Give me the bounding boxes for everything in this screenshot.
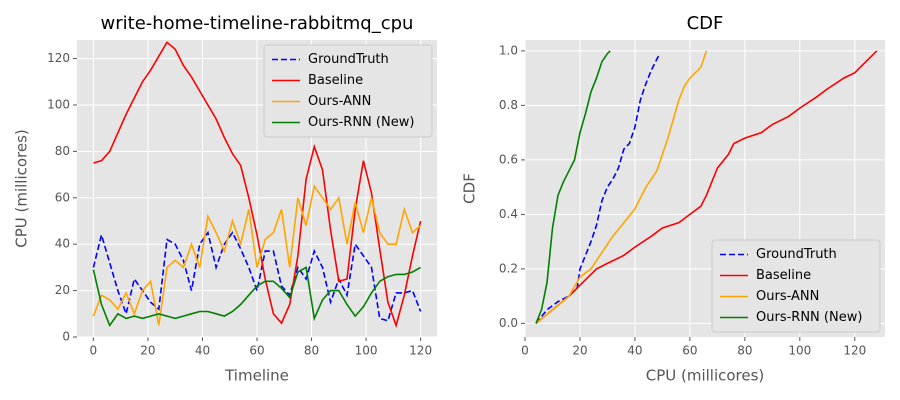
series-line (535, 50, 708, 325)
x-tick-label: 0 (521, 344, 529, 358)
legend: GroundTruth Baseline Ours-ANN Ours-RNN (New… (711, 239, 881, 333)
x-axis-label: Timeline (224, 367, 289, 385)
x-tick-label: 100 (355, 344, 378, 358)
x-tick-label: 120 (409, 344, 432, 358)
y-tick-label: 40 (55, 237, 70, 251)
legend-label: Ours-ANN (308, 94, 371, 109)
x-tick-label: 100 (788, 344, 811, 358)
y-tick-label: 120 (47, 51, 70, 65)
legend-box (711, 239, 881, 333)
y-tick-label: 0.4 (499, 207, 518, 221)
y-tick-label: 100 (47, 97, 70, 111)
legend: GroundTruth Baseline Ours-ANN Ours-RNN (New… (263, 44, 433, 138)
chart-title: write-home-timeline-rabbitmq_cpu (101, 13, 414, 34)
series-line (535, 50, 611, 324)
x-tick-label: 40 (195, 344, 210, 358)
y-tick-label: 1.0 (499, 43, 518, 57)
series-line (92, 230, 422, 322)
x-tick-label: 20 (572, 344, 587, 358)
x-tick-label: 40 (627, 344, 642, 358)
legend-label: Ours-RNN (New) (756, 310, 862, 325)
series-line (93, 41, 422, 329)
y-tick-label: 0.8 (499, 98, 518, 112)
legend-label: GroundTruth (756, 247, 837, 262)
legend-label: Baseline (308, 73, 363, 88)
chart-title: CDF (687, 13, 724, 34)
x-tick-label: 20 (140, 344, 155, 358)
legend-label: Ours-ANN (756, 289, 819, 304)
series-line (535, 50, 878, 325)
x-tick-label: 60 (682, 344, 697, 358)
y-tick-label: 20 (55, 283, 70, 297)
y-tick-label: 0.6 (499, 152, 518, 166)
y-axis-label: CDF (461, 173, 479, 204)
series-line (92, 184, 422, 326)
legend-box (263, 44, 433, 138)
x-tick-label: 120 (843, 344, 866, 358)
y-tick-label: 0 (62, 330, 70, 344)
x-tick-label: 80 (737, 344, 752, 358)
legend-label: Baseline (756, 268, 811, 283)
y-axis-label: CPU (millicores) (13, 129, 31, 248)
y-tick-label: 60 (55, 190, 70, 204)
legend-label: Ours-RNN (New) (308, 115, 414, 130)
legend-label: GroundTruth (308, 52, 389, 67)
y-tick-label: 0.0 (499, 316, 518, 330)
x-tick-label: 80 (304, 344, 319, 358)
y-tick-label: 80 (55, 144, 70, 158)
y-tick-label: 0.2 (499, 261, 518, 275)
series-line (92, 266, 421, 328)
x-tick-label: 0 (90, 344, 98, 358)
x-tick-label: 60 (249, 344, 264, 358)
x-axis-label: CPU (millicores) (646, 367, 765, 385)
